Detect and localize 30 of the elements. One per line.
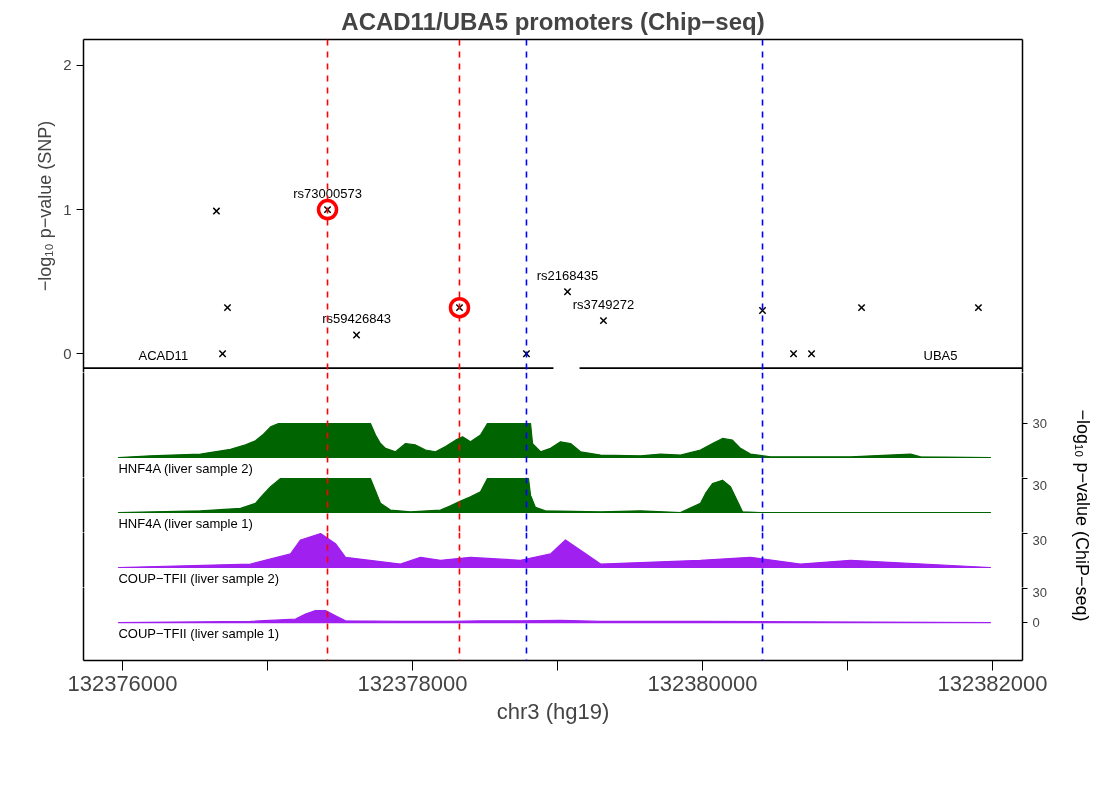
x-tick-label: 132380000 xyxy=(647,670,758,696)
x-axis-title: chr3 (hg19) xyxy=(496,698,610,724)
point xyxy=(448,296,471,319)
y-tick-label: 1 xyxy=(63,200,72,218)
y-axis-title: −log₁₀ p−value (SNP) xyxy=(35,120,56,292)
point xyxy=(974,303,983,312)
chart-title: ACAD11/UBA5 promoters (Chip−seq) xyxy=(341,7,765,35)
point xyxy=(758,306,767,315)
y-tick-label: 0 xyxy=(63,344,72,362)
series-label: UBA5 xyxy=(923,348,958,364)
series-label: ACAD11 xyxy=(138,348,189,364)
annotation: rs59426843 xyxy=(322,311,391,327)
annotation: rs2168435 xyxy=(536,267,599,283)
series-label: HNF4A (liver sample 2) xyxy=(118,460,253,476)
point xyxy=(218,349,227,358)
y-axis-title: −log₁₀ p−value (ChiP−seq) xyxy=(1072,409,1093,622)
point xyxy=(352,331,361,339)
series-label: COUP−TFII (liver sample 1) xyxy=(118,625,280,641)
point xyxy=(223,303,232,312)
point xyxy=(599,316,608,325)
annotation: rs3749272 xyxy=(572,296,635,312)
x-tick-label: 132378000 xyxy=(357,670,468,696)
series-label: HNF4A (liver sample 1) xyxy=(118,515,253,531)
x-tick-label: 132376000 xyxy=(67,670,178,696)
annotation: rs73000573 xyxy=(293,185,362,201)
y-tick-label: 0 xyxy=(1032,615,1040,631)
y-tick-label: 2 xyxy=(63,56,72,74)
series-label: COUP−TFII (liver sample 2) xyxy=(118,570,280,586)
x-tick-label: 132382000 xyxy=(937,670,1048,696)
point xyxy=(316,198,339,221)
